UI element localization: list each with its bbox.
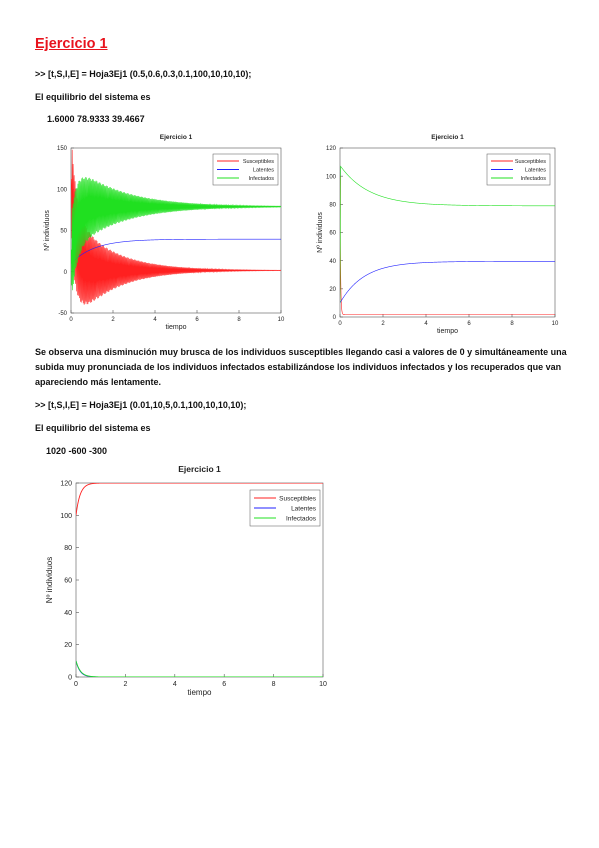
y-tick-label: 100 (60, 513, 72, 520)
x-tick-label: 6 (222, 681, 226, 688)
x-axis-label: tiempo (187, 688, 212, 697)
series-line-infectados (76, 660, 323, 677)
chart-2: Ejercicio 10 2 4 6 8 10020406080100120tiempoN… (317, 134, 559, 335)
exercise-title: Ejercicio 1 (35, 36, 108, 52)
y-tick-label: -50 (58, 311, 67, 317)
y-axis-label: Nº individuos (317, 212, 324, 253)
x-tick-label: 4 (173, 681, 177, 688)
x-tick-label: 4 (424, 321, 428, 327)
y-tick-label: 80 (64, 545, 72, 552)
x-tick-label: 2 (111, 317, 115, 323)
command-line-2: >> [t,S,I,E] = Hoja3Ej1 (0.01,10,5,0.1,1… (35, 400, 247, 410)
series-line-infectados (340, 165, 555, 303)
y-tick-label: 120 (60, 480, 72, 487)
y-tick-label: 100 (57, 187, 68, 193)
equilibrium-values-2: 1020 -600 -300 (46, 446, 108, 456)
x-tick-label: 8 (237, 317, 241, 323)
y-tick-label: 50 (60, 229, 67, 235)
series-line-infectados (71, 177, 281, 291)
x-axis-label: tiempo (165, 324, 186, 331)
x-tick-label: 0 (69, 317, 73, 323)
x-tick-label: 0 (338, 321, 342, 327)
chart-title: Ejercicio 1 (160, 134, 193, 141)
x-tick-label: 6 (467, 321, 471, 327)
x-tick-label: 10 (278, 317, 285, 323)
y-tick-label: 60 (64, 577, 72, 584)
y-tick-label: 20 (64, 642, 72, 649)
legend-label: Infectados (249, 176, 275, 182)
x-tick-label: 4 (153, 317, 157, 323)
x-tick-label: 6 (195, 317, 199, 323)
x-tick-label: 8 (510, 321, 514, 327)
legend-label: Latentes (291, 505, 317, 512)
legend-label: Susceptibles (515, 159, 546, 165)
y-axis-label: Nº individuos (45, 557, 54, 604)
series-line-susceptibles (340, 176, 555, 316)
y-tick-label: 0 (333, 315, 337, 321)
legend-label: Latentes (253, 167, 274, 173)
x-tick-label: 8 (272, 681, 276, 688)
y-tick-label: 40 (64, 610, 72, 617)
x-tick-label: 0 (74, 681, 78, 688)
x-tick-label: 2 (123, 681, 127, 688)
observation-paragraph: Se observa una disminución muy brusca de… (35, 347, 567, 387)
y-tick-label: 40 (329, 259, 336, 265)
x-tick-label: 10 (552, 321, 559, 327)
legend-label: Infectados (286, 515, 317, 522)
series-line-latentes (71, 238, 281, 264)
legend-label: Latentes (525, 167, 546, 173)
equilibrium-label-2: El equilibrio del sistema es (35, 423, 151, 433)
y-axis-label: Nº individuos (44, 210, 51, 251)
x-tick-label: 2 (381, 321, 385, 327)
chart-title: Ejercicio 1 (431, 134, 464, 141)
chart-title: Ejercicio 1 (178, 464, 221, 474)
legend-label: Susceptibles (279, 495, 317, 502)
legend-label: Infectados (521, 176, 547, 182)
series-line-latentes (340, 261, 555, 304)
y-tick-label: 60 (329, 231, 336, 237)
x-axis-label: tiempo (437, 328, 458, 335)
y-tick-label: 100 (326, 174, 337, 180)
chart-3: Ejercicio 10 2 4 6 8 10020406080100120tiempoN… (45, 464, 327, 697)
y-tick-label: 80 (329, 202, 336, 208)
y-tick-label: 120 (326, 146, 337, 152)
series-line-latentes (76, 660, 323, 677)
command-line-1: >> [t,S,I,E] = Hoja3Ej1 (0.5,0.6,0.3,0.1… (35, 69, 252, 79)
legend-label: Susceptibles (243, 159, 274, 165)
equilibrium-values-1: 1.6000 78.9333 39.4667 (47, 114, 145, 124)
series-line-susceptibles (71, 149, 281, 305)
y-tick-label: 0 (64, 270, 68, 276)
y-tick-label: 150 (57, 146, 68, 152)
y-tick-label: 0 (68, 674, 72, 681)
y-tick-label: 20 (329, 287, 336, 293)
equilibrium-label-1: El equilibrio del sistema es (35, 92, 151, 102)
x-tick-label: 10 (319, 681, 327, 688)
